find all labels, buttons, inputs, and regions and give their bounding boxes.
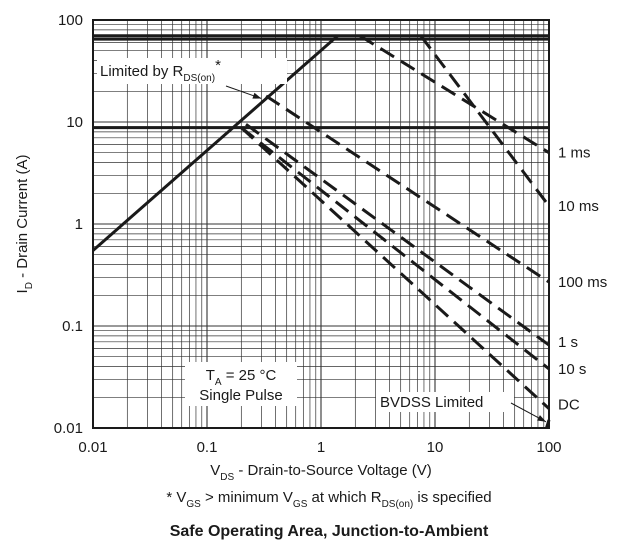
x-tick-labels: 0.01 0.1 1 10 100 xyxy=(78,439,561,456)
footnote-sub3: DS(on) xyxy=(382,499,414,510)
x-tick-label: 10 xyxy=(427,439,444,456)
footnote: * VGS > minimum VGS at which RDS(on) is … xyxy=(166,489,491,510)
conditions-background xyxy=(185,362,297,406)
pulse-curve xyxy=(265,94,550,284)
conditions-ta-main: T xyxy=(206,367,215,384)
conditions-single-pulse: Single Pulse xyxy=(199,387,282,404)
curve-label: 1 s xyxy=(558,334,578,351)
conditions-annotation: TA = 25 °C Single Pulse xyxy=(185,362,297,406)
curve-label: 1 ms xyxy=(558,145,591,162)
curve-label: 100 ms xyxy=(558,274,607,291)
y-axis-label-sub: D xyxy=(24,282,35,289)
footnote-sub1: GS xyxy=(186,499,201,510)
conditions-ta-sub: A xyxy=(215,377,222,388)
x-axis-label-rest: - Drain-to-Source Voltage (V) xyxy=(234,462,432,479)
pulse-curve xyxy=(419,34,551,207)
x-axis-label: VDS - Drain-to-Source Voltage (V) xyxy=(210,462,432,483)
x-tick-label: 100 xyxy=(536,439,561,456)
limited-label-star: * xyxy=(215,57,221,74)
footnote-sub2: GS xyxy=(293,499,308,510)
x-tick-label: 0.01 xyxy=(78,439,107,456)
curve-label: DC xyxy=(558,396,580,413)
pulse-curve xyxy=(240,126,551,410)
y-axis-label-main: I xyxy=(14,289,31,293)
bvdss-arrowhead xyxy=(537,415,546,422)
conditions-ta-rest: = 25 °C xyxy=(222,367,277,384)
bvdss-label-background xyxy=(376,392,514,412)
y-tick-label: 0.1 xyxy=(62,318,83,335)
chart-title: Safe Operating Area, Junction-to-Ambient xyxy=(170,523,489,540)
pulse-curve xyxy=(245,123,550,347)
curves xyxy=(92,34,551,429)
y-tick-label: 0.01 xyxy=(54,420,83,437)
limited-label-main: Limited by R xyxy=(100,63,184,80)
y-tick-labels: 0.01 0.1 1 10 100 xyxy=(54,12,83,437)
x-axis-label-sub: DS xyxy=(220,472,234,483)
x-tick-label: 1 xyxy=(317,439,325,456)
curve-label: 10 ms xyxy=(558,198,599,215)
pulse-curve xyxy=(240,126,550,371)
y-axis-label-rest: - Drain Current (A) xyxy=(14,155,31,283)
footnote-mid1: > minimum V xyxy=(201,489,293,506)
limited-label: Limited by RDS(on)* xyxy=(100,57,221,84)
footnote-mid2: at which R xyxy=(307,489,381,506)
x-axis-label-main: V xyxy=(210,462,220,479)
limited-by-rdson-annotation: Limited by RDS(on)* xyxy=(97,57,287,99)
current-limit-lines xyxy=(93,34,549,130)
x-tick-label: 0.1 xyxy=(197,439,218,456)
footnote-pre: * V xyxy=(166,489,186,506)
y-axis-label: ID - Drain Current (A) xyxy=(14,155,35,294)
y-tick-label: 10 xyxy=(66,114,83,131)
limited-label-background xyxy=(97,58,287,84)
conditions-ta: TA = 25 °C xyxy=(206,367,277,388)
footnote-post: is specified xyxy=(413,489,491,506)
rdson-limit-line xyxy=(92,34,339,252)
limited-arrowhead xyxy=(252,92,262,99)
curve-label: 10 s xyxy=(558,361,586,378)
plot-frame xyxy=(92,19,550,429)
pulse-curve xyxy=(359,34,550,154)
curve-labels: 1 ms 10 ms 100 ms 1 s 10 s DC xyxy=(558,145,607,414)
bvdss-annotation: BVDSS Limited xyxy=(376,392,547,423)
y-tick-label: 100 xyxy=(58,12,83,29)
y-tick-label: 1 xyxy=(75,216,83,233)
limited-label-sub: DS(on) xyxy=(183,73,215,84)
bvdss-label: BVDSS Limited xyxy=(380,394,483,411)
